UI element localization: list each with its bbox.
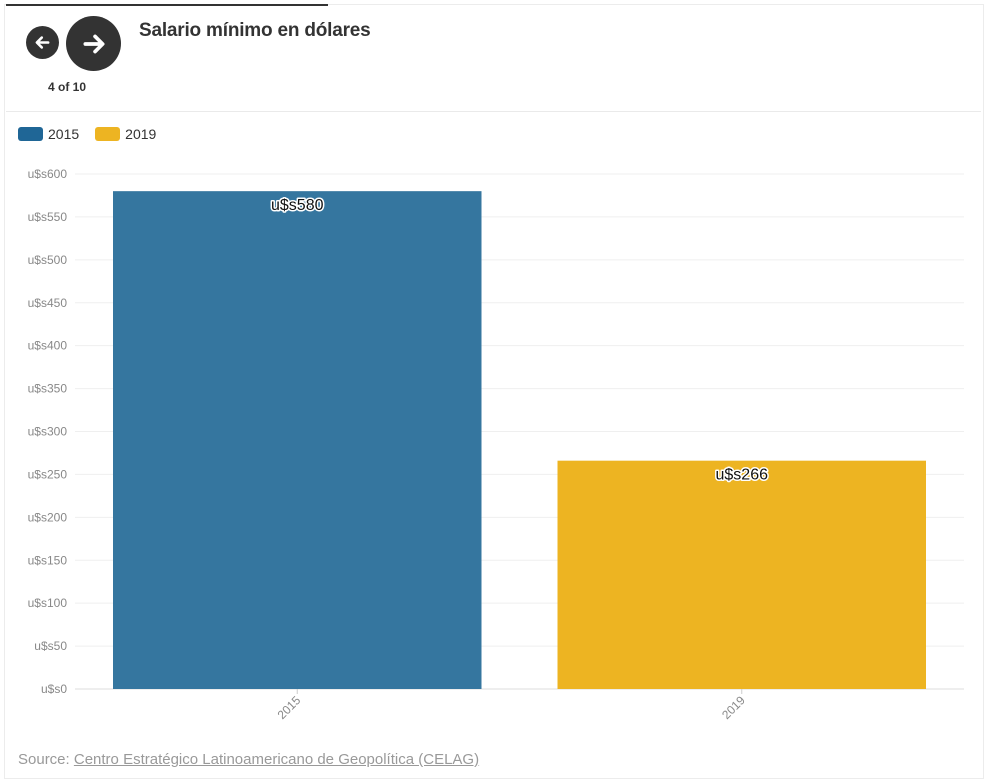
y-tick-label: u$s100 xyxy=(28,596,68,610)
data-label: u$s580 xyxy=(271,197,324,214)
page-counter: 4 of 10 xyxy=(47,80,86,94)
chart-title: Salario mínimo en dólares xyxy=(139,20,371,41)
chart-frame xyxy=(4,4,984,779)
legend-swatch xyxy=(18,127,43,141)
legend-item[interactable]: 2019 xyxy=(95,126,156,142)
y-tick-label: u$s200 xyxy=(28,510,68,524)
x-tick-label: 2015 xyxy=(275,693,304,722)
bar-chart: u$s0 u$s50 u$s100 u$s150 u$s200 u$s250 u$s300 u… xyxy=(28,167,964,722)
y-tick-label: u$s50 xyxy=(34,639,67,653)
legend-label: 2019 xyxy=(125,126,157,142)
source-link[interactable]: Centro Estratégico Latinoamericano de Ge… xyxy=(73,751,480,768)
slide-header: 4 of 10 Salario mínimo en dólares xyxy=(6,6,981,112)
y-tick-label: u$s400 xyxy=(28,339,68,353)
y-tick-label: u$s500 xyxy=(28,253,68,267)
y-tick-label: u$s250 xyxy=(28,467,68,481)
previous-button[interactable] xyxy=(26,26,59,59)
bar-2015 xyxy=(113,191,482,689)
story-progress-track xyxy=(6,4,981,6)
x-tick-label: 2019 xyxy=(719,693,748,722)
next-button[interactable] xyxy=(66,16,121,71)
source-line: Source: Centro Estratégico Latinoamerica… xyxy=(18,751,479,768)
y-tick-label: u$s150 xyxy=(28,553,68,567)
chart-legend: 2015 2019 xyxy=(18,126,172,142)
y-tick-label: u$s550 xyxy=(28,210,68,224)
story-progress-fill xyxy=(6,4,328,6)
y-tick-label: u$s350 xyxy=(28,382,68,396)
y-tick-label: u$s450 xyxy=(28,296,68,310)
y-tick-label: u$s600 xyxy=(28,167,68,181)
legend-item[interactable]: 2015 xyxy=(18,126,79,142)
source-prefix: Source: xyxy=(18,751,70,768)
bar-2019 xyxy=(557,460,926,689)
data-label: u$s266 xyxy=(716,467,769,484)
legend-label: 2015 xyxy=(48,126,80,142)
y-tick-label: u$s0 xyxy=(41,682,67,696)
arrow-right-icon xyxy=(82,34,105,53)
y-tick-label: u$s300 xyxy=(28,425,68,439)
legend-swatch xyxy=(95,127,121,141)
arrow-left-icon xyxy=(35,36,50,49)
